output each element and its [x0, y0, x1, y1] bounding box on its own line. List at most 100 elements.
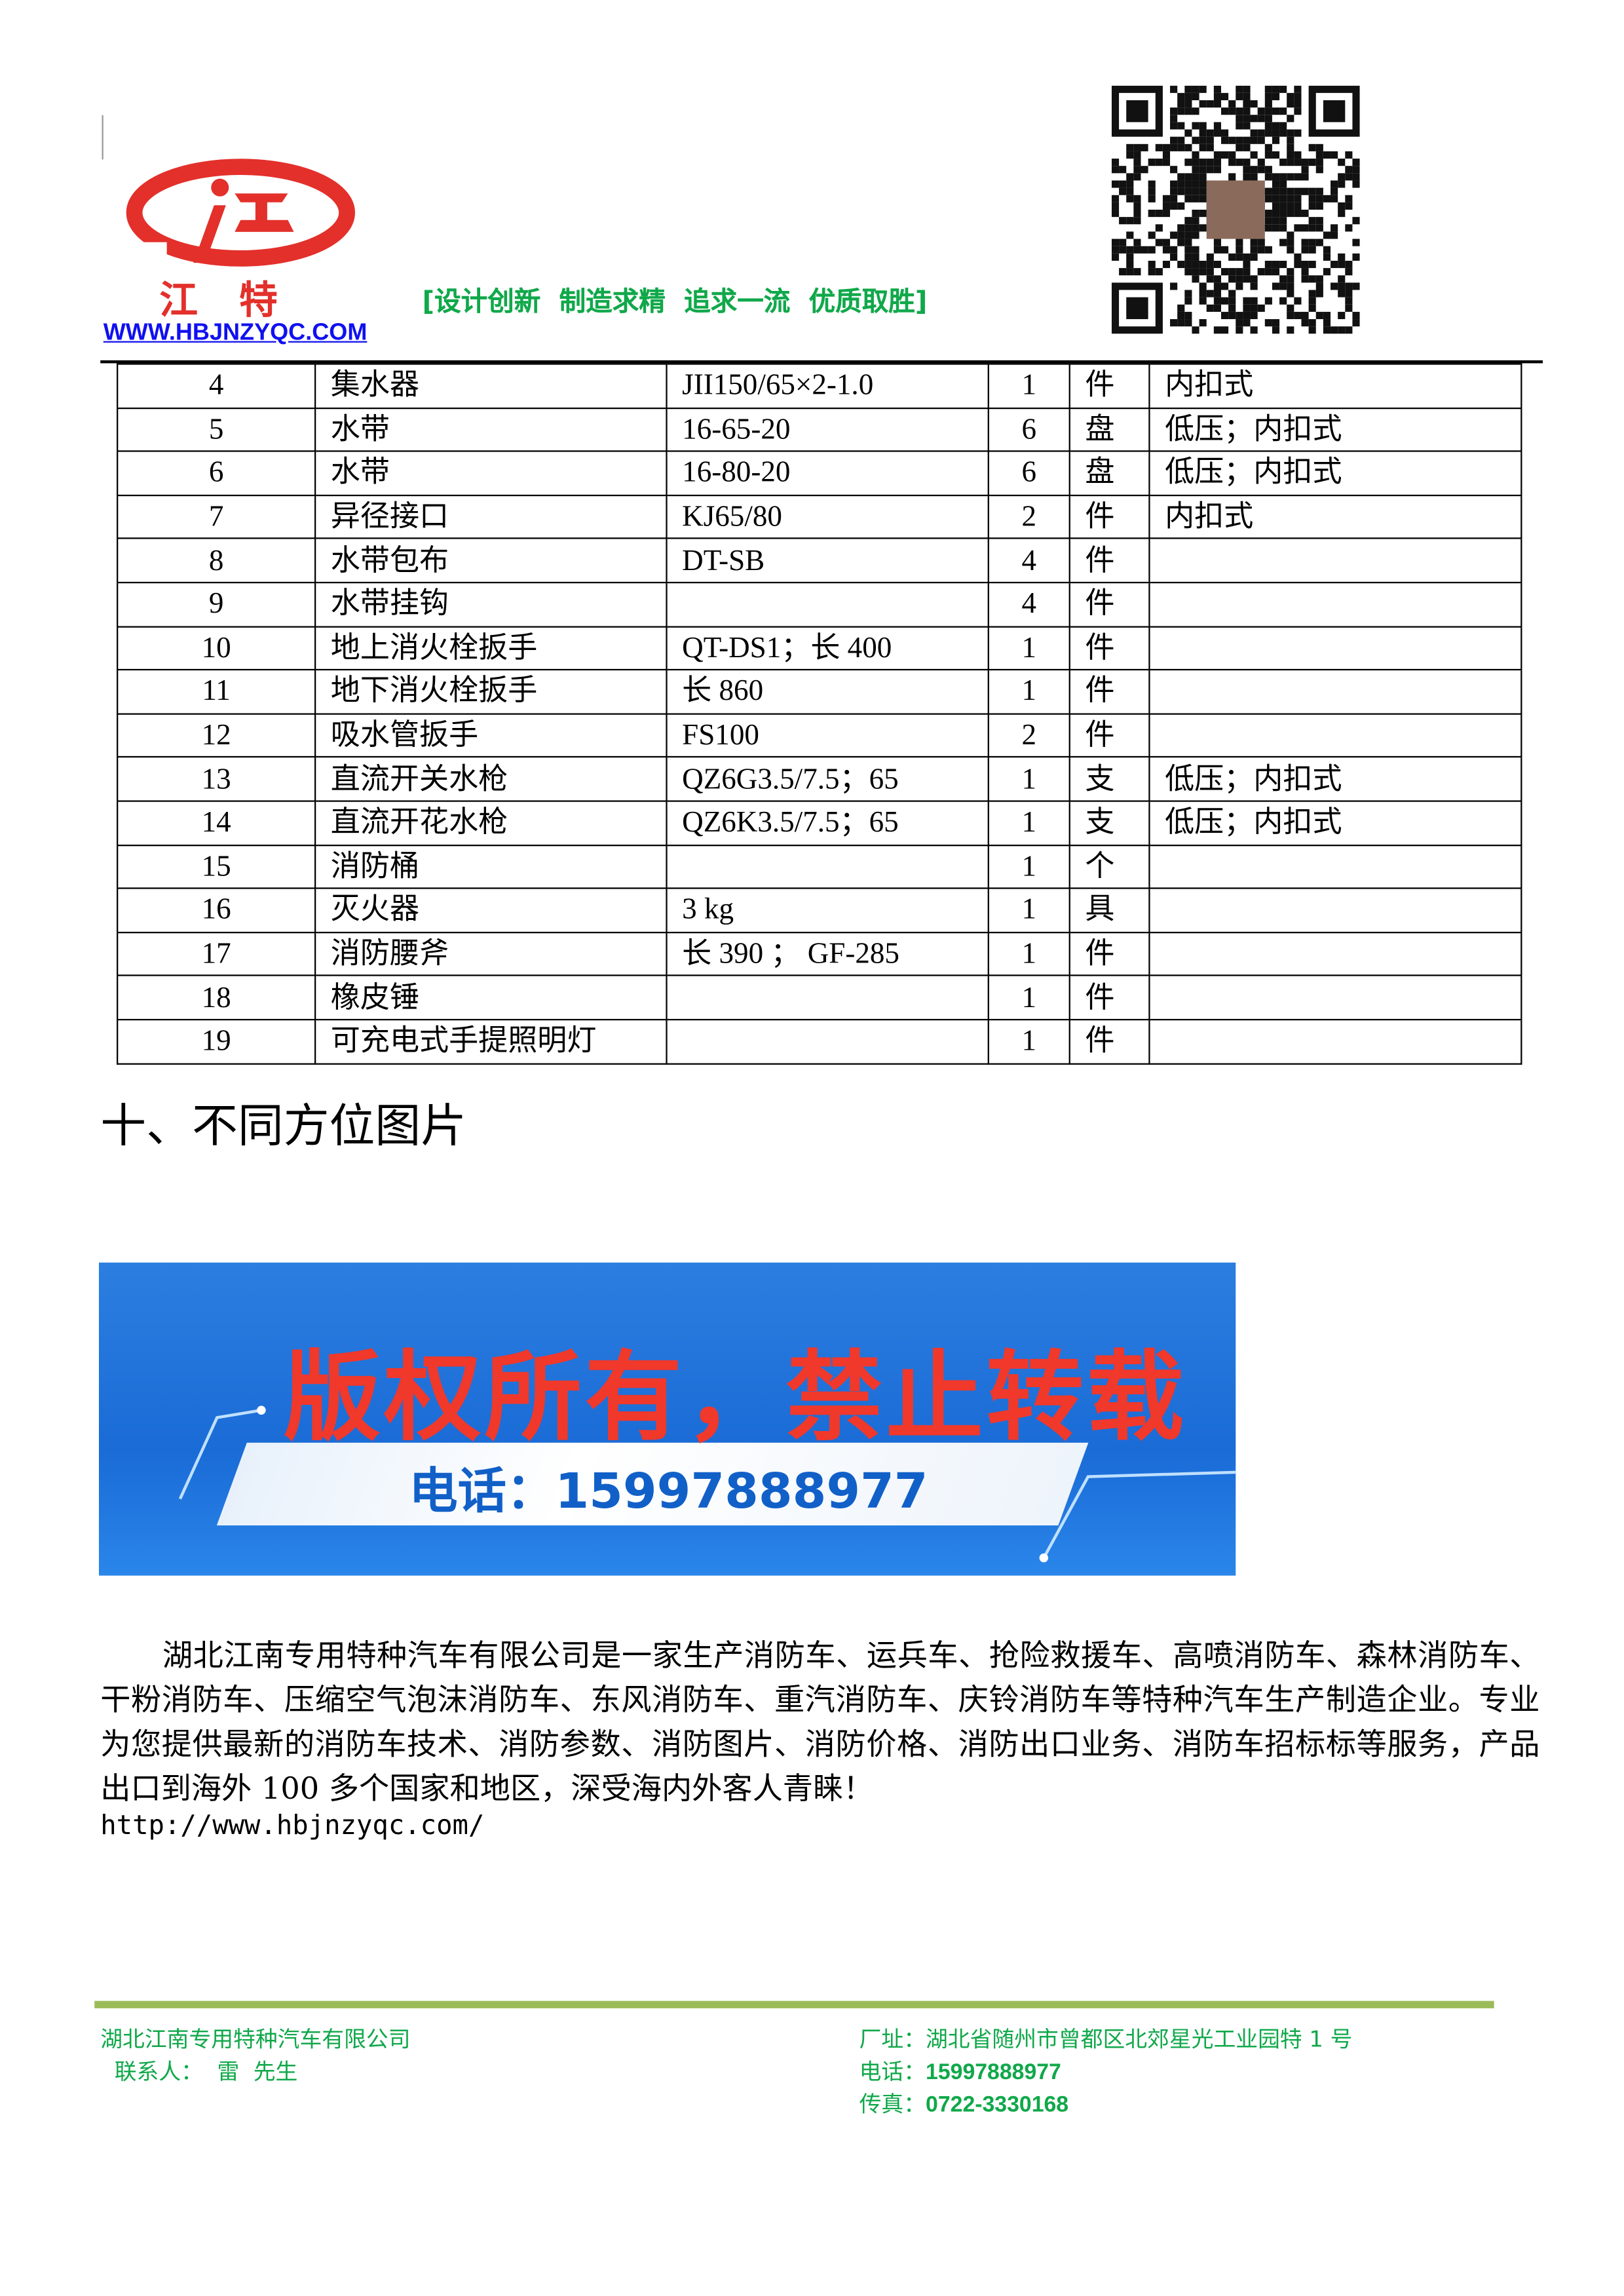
cell-name: 灭火器	[314, 887, 668, 933]
table-row: 6 水带 16-80-20 6 盘低压；内扣式	[117, 450, 1522, 496]
table-row: 16 灭火器 3 kg 1 具	[117, 887, 1522, 933]
cell-no: 15	[117, 844, 316, 889]
cell-note	[1148, 669, 1522, 715]
cell-qty: 1	[987, 844, 1070, 889]
cell-note	[1148, 887, 1522, 933]
table-row: 17 消防腰斧长 390 ； GF-285 1 件	[117, 931, 1522, 977]
cell-name: 地下消火栓扳手	[314, 669, 668, 715]
cell-name: 消防桶	[314, 844, 668, 889]
cell-note: 低压；内扣式	[1148, 756, 1522, 802]
brand-name: 江特	[159, 278, 319, 324]
cell-unit: 盘	[1068, 450, 1150, 496]
cell-unit: 支	[1068, 756, 1150, 802]
cell-name: 可充电式手提照明灯	[314, 1018, 668, 1064]
cell-name: 消防腰斧	[314, 931, 668, 977]
cell-spec: 长 860	[666, 669, 989, 715]
cell-qty: 1	[987, 1018, 1070, 1064]
table-row: 18 橡皮锤 1 件	[117, 975, 1522, 1021]
company-url[interactable]: http://www.hbjnzyqc.com/	[100, 1810, 485, 1842]
company-description: 湖北江南专用特种汽车有限公司是一家生产消防车、运兵车、抢险救援车、高喷消防车、森…	[100, 1637, 1540, 1807]
cell-qty: 1	[987, 931, 1070, 977]
cell-unit: 件	[1068, 1018, 1150, 1064]
table-row: 8 水带包布 DT-SB 4 件	[117, 538, 1522, 584]
cell-note	[1148, 625, 1522, 671]
banner-phone: 电话：15997888977	[409, 1462, 928, 1520]
cell-unit: 盘	[1068, 407, 1150, 453]
cell-note	[1148, 538, 1522, 584]
cell-unit: 件	[1068, 975, 1150, 1021]
phone-value: 15997888977	[926, 2059, 1061, 2086]
copyright-banner: 版权所有，禁止转载 电话：15997888977	[98, 1262, 1236, 1576]
cell-name: 水带	[314, 407, 668, 453]
cell-no: 18	[117, 975, 316, 1021]
cell-spec	[666, 975, 989, 1021]
section-title: 十、不同方位图片	[100, 1100, 467, 1154]
cell-unit: 件	[1068, 494, 1150, 540]
cell-name: 集水器	[314, 363, 668, 409]
company-logo	[126, 159, 355, 267]
table-row: 9 水带挂钩 4 件	[117, 581, 1522, 627]
cell-spec	[666, 581, 989, 627]
cell-spec: 16-65-20	[666, 407, 989, 453]
cell-no: 13	[117, 756, 316, 802]
cell-spec: JII150/65×2-1.0	[666, 363, 989, 409]
cell-qty: 4	[987, 538, 1070, 584]
cell-note: 低压；内扣式	[1148, 450, 1522, 496]
cell-no: 17	[117, 931, 316, 977]
fax-label: 传真：	[859, 2091, 926, 2118]
cell-qty: 4	[987, 581, 1070, 627]
cell-qty: 1	[987, 756, 1070, 802]
cell-name: 异径接口	[314, 494, 668, 540]
cell-name: 吸水管扳手	[314, 712, 668, 758]
cell-qty: 1	[987, 669, 1070, 715]
copyright-notice: 版权所有，禁止转载	[283, 1341, 1187, 1455]
cell-spec: KJ65/80	[666, 494, 989, 540]
cell-note	[1148, 844, 1522, 889]
cell-qty: 6	[987, 450, 1070, 496]
cell-spec: DT-SB	[666, 538, 989, 584]
cell-note	[1148, 931, 1522, 977]
qr-code	[1111, 85, 1360, 334]
cell-spec: QZ6K3.5/7.5；65	[666, 800, 989, 846]
website-link[interactable]: WWW.HBJNZYQC.COM	[103, 320, 368, 346]
cell-spec: QT-DS1；长 400	[666, 625, 989, 671]
cell-qty: 1	[987, 800, 1070, 846]
fax-value: 0722-3330168	[926, 2092, 1069, 2118]
cell-note: 低压；内扣式	[1148, 800, 1522, 846]
cell-qty: 2	[987, 712, 1070, 758]
cell-qty: 1	[987, 887, 1070, 933]
cell-spec: FS100	[666, 712, 989, 758]
cell-unit: 件	[1068, 625, 1150, 671]
cell-qty: 1	[987, 625, 1070, 671]
cell-no: 8	[117, 538, 316, 584]
cell-no: 14	[117, 800, 316, 846]
cell-qty: 1	[987, 363, 1070, 409]
cell-no: 6	[117, 450, 316, 496]
footer-contact: 联系人： 雷 先生	[100, 2058, 298, 2086]
cell-name: 直流开关水枪	[314, 756, 668, 802]
cell-spec	[666, 844, 989, 889]
cell-name: 水带挂钩	[314, 581, 668, 627]
footer-divider	[94, 2000, 1494, 2008]
table-row: 12 吸水管扳手 FS100 2 件	[117, 712, 1522, 758]
table-row: 7 异径接口 KJ65/80 2 件内扣式	[117, 494, 1522, 540]
phone-label: 电话：	[859, 2058, 926, 2086]
cell-unit: 件	[1068, 669, 1150, 715]
cell-unit: 件	[1068, 931, 1150, 977]
cell-unit: 个	[1068, 844, 1150, 889]
cell-no: 10	[117, 625, 316, 671]
cell-spec: QZ6G3.5/7.5；65	[666, 756, 989, 802]
cursor-line	[102, 115, 104, 160]
cell-spec: 长 390 ； GF-285	[666, 931, 989, 977]
header-divider	[100, 360, 1543, 364]
cell-qty: 6	[987, 407, 1070, 453]
cell-unit: 件	[1068, 712, 1150, 758]
cell-no: 12	[117, 712, 316, 758]
table-row: 14 直流开花水枪 QZ6K3.5/7.5；65 1 支低压；内扣式	[117, 800, 1522, 846]
cell-no: 5	[117, 407, 316, 453]
equipment-table: 4 集水器 JII150/65×2-1.0 1 件内扣式 5 水带 16-65-20 6 盘低压；…	[117, 363, 1522, 1064]
cell-spec: 3 kg	[666, 887, 989, 933]
slogan: [设计创新 制造求精 追求一流 优质取胜]	[422, 286, 928, 318]
banner-decoration	[178, 1406, 1236, 1563]
cell-unit: 件	[1068, 581, 1150, 627]
